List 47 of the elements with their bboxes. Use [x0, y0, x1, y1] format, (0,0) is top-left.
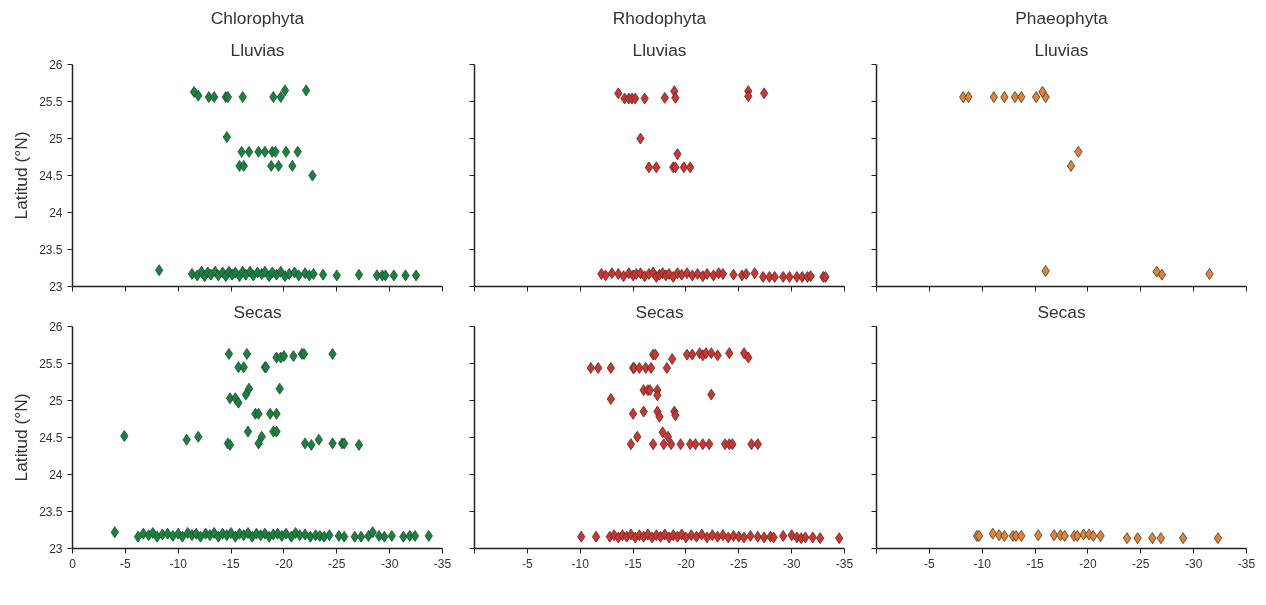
- x-tick-label: -35: [835, 556, 854, 571]
- y-tick-label: 26: [49, 320, 63, 334]
- y-tick-label: 26: [49, 58, 63, 72]
- x-tick-label: -15: [1026, 556, 1045, 571]
- chart-title: Chlorophyta: [210, 7, 305, 28]
- x-tick-label: -20: [275, 556, 293, 571]
- x-tick-label: -20: [677, 556, 695, 571]
- y-tick-label: 25: [49, 394, 63, 408]
- x-tick-label: 0: [69, 556, 77, 571]
- x-tick-label: -25: [730, 556, 748, 571]
- x-tick-label: -10: [571, 556, 590, 571]
- chart-title: Phaeophyta: [1015, 7, 1109, 28]
- chart-subtitle: Lluvias: [1034, 39, 1089, 60]
- y-axis-title: Latitud (°N): [11, 131, 32, 220]
- x-tick-label: -30: [1184, 556, 1203, 571]
- y-tick-label: 24: [49, 206, 63, 220]
- y-tick-label: 23.5: [39, 505, 63, 519]
- x-tick-label: -5: [924, 556, 936, 571]
- x-tick-label: -35: [433, 556, 452, 571]
- x-tick-label: -25: [328, 556, 346, 571]
- y-tick-label: 24: [49, 468, 63, 482]
- x-tick-label: -30: [782, 556, 801, 571]
- x-tick-label: -25: [1132, 556, 1150, 571]
- y-tick-label: 24.5: [39, 431, 63, 445]
- y-tick-label: 25.5: [39, 357, 63, 371]
- x-tick-label: -5: [120, 556, 132, 571]
- y-axis-title: Latitud (°N): [11, 393, 32, 482]
- chart-title: Secas: [233, 301, 282, 322]
- x-tick-label: -5: [522, 556, 534, 571]
- y-tick-label: 25: [49, 132, 63, 146]
- x-tick-label: -10: [169, 556, 188, 571]
- x-tick-label: -15: [624, 556, 643, 571]
- x-tick-label: -10: [973, 556, 992, 571]
- chart-title: Secas: [1037, 301, 1086, 322]
- chart-title: Rhodophyta: [612, 7, 707, 28]
- y-tick-label: 23: [49, 280, 63, 294]
- y-tick-label: 24.5: [39, 169, 63, 183]
- y-tick-label: 25.5: [39, 95, 63, 109]
- chart-subtitle: Lluvias: [632, 39, 687, 60]
- x-tick-label: -15: [222, 556, 241, 571]
- x-tick-label: -20: [1079, 556, 1097, 571]
- y-tick-label: 23.5: [39, 243, 63, 257]
- y-tick-label: 23: [49, 542, 63, 556]
- x-tick-label: -30: [380, 556, 399, 571]
- chart-subtitle: Lluvias: [230, 39, 285, 60]
- chart-title: Secas: [635, 301, 684, 322]
- x-tick-label: -35: [1237, 556, 1256, 571]
